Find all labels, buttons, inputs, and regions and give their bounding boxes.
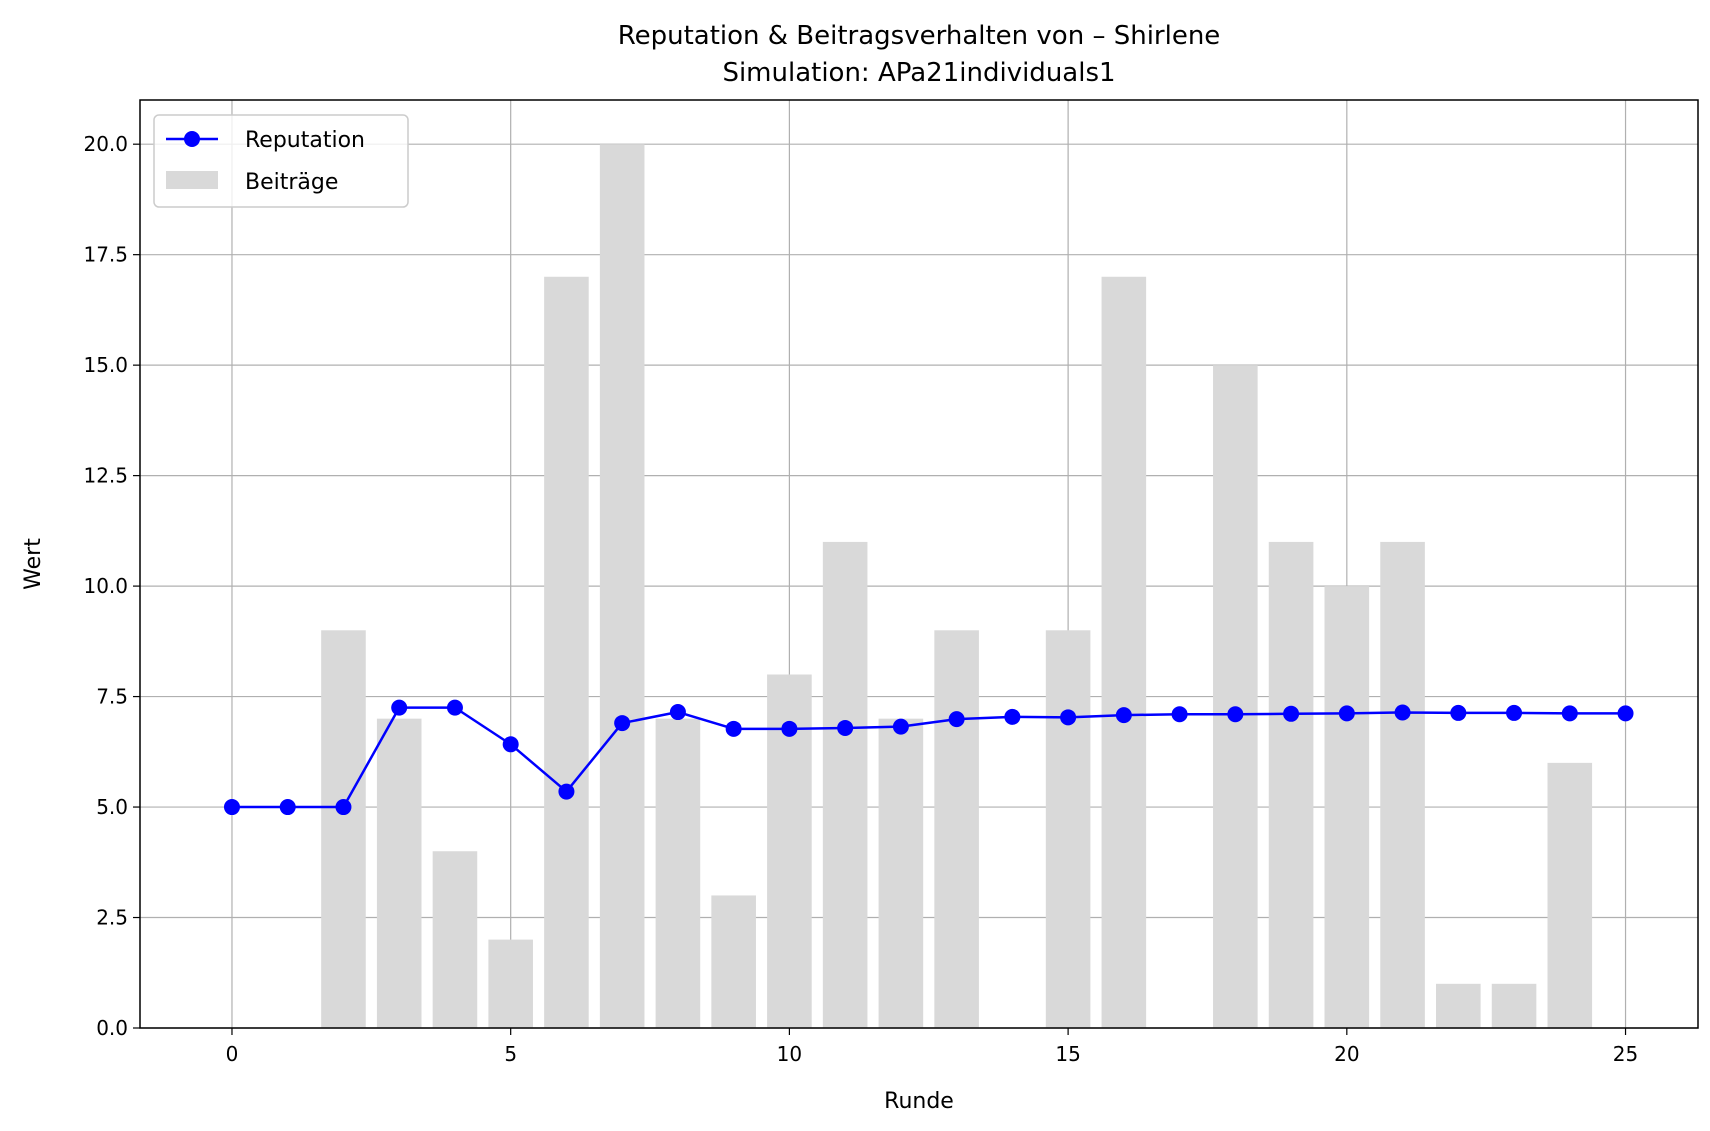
bar-beitrag (599, 144, 645, 1028)
y-tick-label: 2.5 (96, 906, 128, 930)
y-tick-label: 0.0 (96, 1016, 128, 1040)
bar-beitrag (321, 630, 366, 1028)
bar-beitrag (934, 630, 979, 1028)
bar-beitrag (1547, 762, 1593, 1028)
legend-label-reputation: Reputation (245, 128, 365, 153)
reputation-point (669, 704, 686, 721)
reputation-point (446, 699, 463, 716)
x-axis-label: Runde (884, 1089, 954, 1114)
legend-marker-swatch (184, 131, 200, 147)
reputation-point (1171, 706, 1188, 723)
x-tick-label: 15 (1055, 1042, 1080, 1066)
line-series-reputation (223, 699, 1634, 816)
bar-beitrag (544, 276, 589, 1028)
reputation-point (558, 783, 575, 800)
x-axis-ticks: 0 5 10 15 20 25 (226, 1028, 1638, 1066)
chart-title: Reputation & Beitragsverhalten von – Shi… (618, 21, 1221, 51)
reputation-point (892, 718, 909, 735)
bar-beitrag (1045, 630, 1091, 1028)
reputation-point (1227, 706, 1244, 723)
y-tick-label: 12.5 (83, 464, 128, 488)
reputation-point (1450, 704, 1467, 721)
y-tick-label: 10.0 (83, 574, 128, 598)
reputation-point (837, 719, 854, 736)
x-tick-label: 5 (504, 1042, 517, 1066)
reputation-point (614, 715, 631, 732)
bar-beitrag (1101, 276, 1147, 1028)
reputation-point (391, 699, 408, 716)
bar-beitrag (376, 718, 422, 1028)
reputation-point (725, 720, 742, 737)
bar-beitrag (655, 718, 701, 1028)
y-tick-label: 20.0 (83, 132, 128, 156)
x-tick-label: 20 (1334, 1042, 1359, 1066)
bar-beitrag (878, 718, 924, 1028)
bar-beitrag (1380, 541, 1425, 1028)
bar-series-beitraege (321, 144, 1593, 1029)
chart-subtitle: Simulation: APa21individuals1 (722, 58, 1115, 88)
bar-beitrag (1268, 541, 1314, 1028)
reputation-point (1060, 709, 1077, 726)
reputation-point (335, 799, 352, 816)
bar-beitrag (822, 541, 868, 1028)
x-tick-label: 25 (1613, 1042, 1638, 1066)
reputation-line (231, 706, 1626, 809)
reputation-point (1617, 705, 1634, 722)
reputation-point (948, 711, 965, 728)
reputation-point (1004, 708, 1021, 725)
reputation-point (1283, 705, 1300, 722)
plot-frame (139, 99, 1699, 1029)
legend-label-beitraege: Beiträge (245, 170, 338, 195)
x-tick-label: 10 (777, 1042, 802, 1066)
reputation-point (279, 799, 296, 816)
bar-beitrag (1324, 586, 1370, 1028)
y-axis-label: Wert (21, 538, 46, 590)
legend: Reputation Beiträge (153, 114, 409, 208)
reputation-point (502, 736, 519, 753)
reputation-point (1506, 704, 1523, 721)
legend-bar-swatch (166, 171, 218, 189)
reputation-point (781, 720, 798, 737)
x-tick-label: 0 (226, 1042, 239, 1066)
reputation-point (1115, 707, 1132, 724)
bar-beitrag (1436, 983, 1481, 1028)
y-tick-label: 5.0 (96, 795, 128, 819)
reputation-point (1394, 704, 1411, 721)
y-tick-label: 7.5 (96, 685, 128, 709)
reputation-point (1338, 705, 1355, 722)
bar-beitrag (1213, 365, 1258, 1029)
y-tick-label: 15.0 (83, 353, 128, 377)
bar-beitrag (1491, 983, 1537, 1028)
reputation-point (223, 799, 240, 816)
bar-beitrag (488, 939, 533, 1028)
reputation-point (1561, 705, 1578, 722)
bar-beitrag (432, 851, 478, 1028)
y-tick-label: 17.5 (83, 243, 128, 267)
y-axis-ticks: 0.0 2.5 5.0 7.5 10.0 12.5 15.0 17.5 20.0 (83, 132, 140, 1040)
bar-beitrag (711, 895, 756, 1028)
